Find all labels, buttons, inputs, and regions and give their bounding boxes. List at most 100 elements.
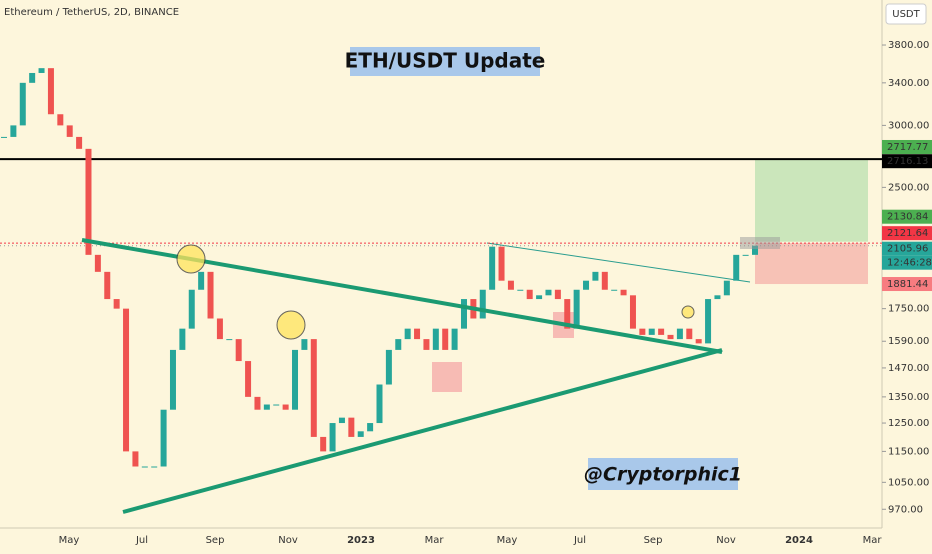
candle	[507, 280, 514, 290]
x-tick-label: Sep	[644, 535, 663, 546]
candle	[611, 289, 618, 291]
candle	[639, 328, 646, 335]
price-tag-bg	[882, 241, 932, 256]
price-tag-bg	[882, 209, 932, 224]
candle	[282, 404, 289, 410]
candle	[695, 339, 702, 344]
y-tick-label: 1250.00	[888, 418, 929, 429]
candle	[94, 254, 101, 272]
title-box	[350, 47, 540, 76]
candle	[235, 339, 242, 362]
candle	[123, 308, 130, 452]
candle	[451, 328, 458, 350]
candle	[432, 328, 439, 350]
candles	[1, 68, 758, 468]
candle	[76, 136, 83, 149]
highlight-circle	[681, 305, 695, 319]
currency-box	[885, 3, 927, 25]
candle	[498, 246, 505, 281]
price-tag-bg	[882, 154, 932, 169]
candle	[629, 295, 636, 329]
price-tag: 2716.13	[887, 156, 928, 167]
price-tag: 2121.64	[887, 228, 928, 239]
y-tick-label: 1750.00	[888, 304, 929, 315]
candle	[179, 328, 186, 350]
candle	[160, 409, 167, 467]
candle	[198, 271, 205, 290]
y-tick-label: 1470.00	[888, 363, 929, 374]
candle	[536, 295, 543, 300]
candle	[320, 436, 327, 452]
title: ETH/USDT Update	[345, 49, 546, 73]
countdown-bg	[882, 255, 932, 270]
candle	[348, 417, 355, 437]
candle	[292, 349, 299, 410]
y-tick-label: 970.00	[888, 504, 923, 515]
candle	[132, 451, 139, 467]
candle	[733, 254, 740, 281]
price-tag-bg	[882, 226, 932, 241]
price-tag-bg	[882, 139, 932, 154]
candle	[188, 289, 195, 329]
candle	[601, 271, 608, 290]
overlay-front	[81, 237, 780, 514]
y-tick-label: 3800.00	[888, 40, 929, 51]
x-tick-label: Nov	[716, 535, 736, 546]
candle	[263, 404, 270, 410]
candle	[742, 254, 749, 256]
candle	[376, 384, 383, 424]
candle	[442, 328, 449, 350]
candle	[620, 289, 627, 296]
candle	[545, 289, 552, 296]
y-tick-label: 1350.00	[888, 392, 929, 403]
candle	[310, 339, 317, 437]
symbol: Ethereum / TetherUS, 2D, BINANCE	[4, 7, 179, 18]
x-tick-label: Mar	[863, 535, 883, 546]
candle	[648, 328, 655, 335]
candle	[104, 271, 111, 300]
candle	[517, 289, 524, 291]
y-tick-label: 2500.00	[888, 182, 929, 193]
candle	[723, 280, 730, 296]
x-tick-label: Jul	[135, 535, 148, 546]
candle	[395, 339, 402, 350]
candle	[714, 295, 721, 300]
x-tick-label: Mar	[425, 535, 445, 546]
candle	[526, 289, 533, 300]
price-tag: 2130.84	[887, 212, 928, 223]
countdown: 12:46:28	[887, 258, 932, 269]
candle	[592, 271, 599, 281]
highlight-box	[432, 362, 462, 392]
candle	[19, 82, 26, 126]
candle	[47, 68, 54, 115]
candle	[658, 328, 665, 335]
candle	[301, 339, 308, 350]
candle	[141, 466, 148, 468]
candle	[686, 328, 693, 340]
candle	[329, 423, 336, 452]
candle	[29, 72, 36, 83]
candle	[404, 328, 411, 340]
candle	[752, 245, 758, 255]
x-tick-label: May	[497, 535, 518, 546]
candle	[667, 334, 674, 340]
candle	[216, 318, 223, 340]
price-tag-bg	[882, 277, 932, 292]
candle	[489, 246, 496, 290]
highlight-box	[740, 237, 780, 249]
x-tick-label: Sep	[206, 535, 225, 546]
candle	[573, 289, 580, 329]
candle	[414, 328, 421, 340]
highlight-circle	[176, 244, 206, 274]
candle	[423, 339, 430, 350]
candle	[226, 339, 233, 341]
candle	[554, 289, 561, 300]
candle	[254, 396, 261, 410]
y-tick-label: 3400.00	[888, 78, 929, 89]
x-tick-label: 2023	[347, 535, 375, 546]
candle	[1, 136, 7, 138]
price-tag: 2105.96	[887, 244, 928, 255]
x-tick-label: May	[59, 535, 80, 546]
